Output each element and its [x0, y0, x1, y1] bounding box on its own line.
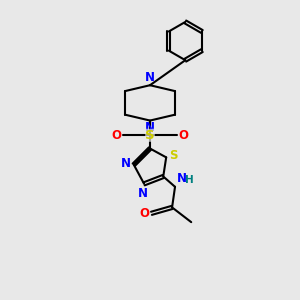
- Text: N: N: [121, 157, 131, 170]
- Text: N: N: [138, 187, 148, 200]
- Text: N: N: [176, 172, 187, 185]
- Text: N: N: [145, 122, 155, 134]
- Text: O: O: [111, 129, 121, 142]
- Text: O: O: [139, 207, 149, 220]
- Text: S: S: [145, 129, 155, 142]
- Text: S: S: [169, 149, 178, 162]
- Text: H: H: [185, 175, 194, 185]
- Text: O: O: [179, 129, 189, 142]
- Text: N: N: [145, 71, 155, 84]
